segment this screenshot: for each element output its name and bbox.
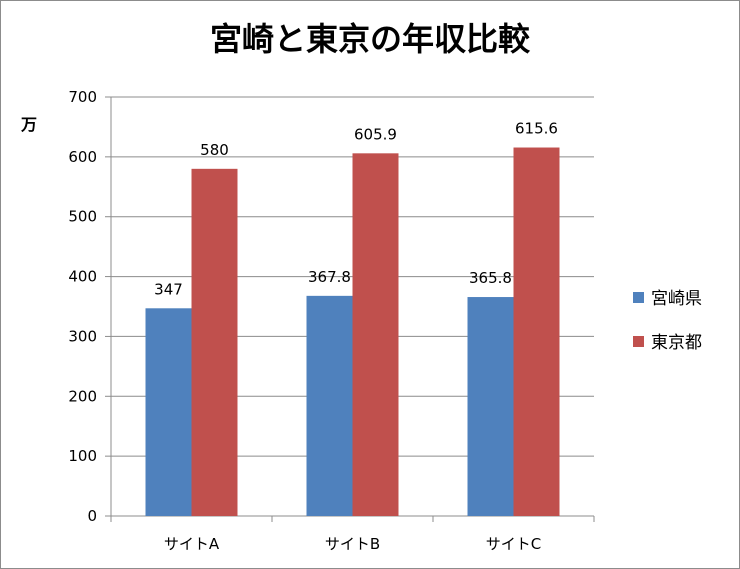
- legend-swatch: [633, 336, 644, 347]
- bar-tokyo: [191, 168, 238, 517]
- bar-miyazaki: [467, 297, 514, 516]
- data-label: 615.6: [515, 120, 558, 138]
- bar-miyazaki: [145, 308, 192, 516]
- y-tick-label: 600: [68, 148, 97, 166]
- bar-tokyo: [513, 147, 560, 517]
- y-axis-unit-label: 万: [21, 115, 38, 134]
- x-tick-label: サイトB: [325, 535, 380, 553]
- y-tick-label: 0: [87, 507, 97, 525]
- y-tick-label: 400: [68, 268, 97, 286]
- legend-label: 東京都: [651, 333, 702, 353]
- bar-miyazaki: [306, 295, 353, 516]
- data-label: 367.8: [308, 268, 351, 286]
- data-label: 365.8: [469, 269, 512, 287]
- data-label: 347: [154, 280, 183, 298]
- data-label: 580: [200, 141, 229, 159]
- y-tick-label: 300: [68, 327, 97, 345]
- x-tick-label: サイトA: [164, 535, 220, 553]
- y-tick-label: 700: [68, 88, 97, 106]
- y-tick-label: 100: [68, 447, 97, 465]
- legend-label: 宮崎県: [651, 289, 702, 309]
- chart-title: 宮崎と東京の年収比較: [209, 20, 530, 58]
- data-label: 605.9: [354, 125, 397, 143]
- y-tick-label: 500: [68, 208, 97, 226]
- y-tick-label: 200: [68, 387, 97, 405]
- bar-tokyo: [352, 153, 399, 517]
- x-tick-label: サイトC: [486, 535, 541, 553]
- legend-swatch: [633, 292, 644, 303]
